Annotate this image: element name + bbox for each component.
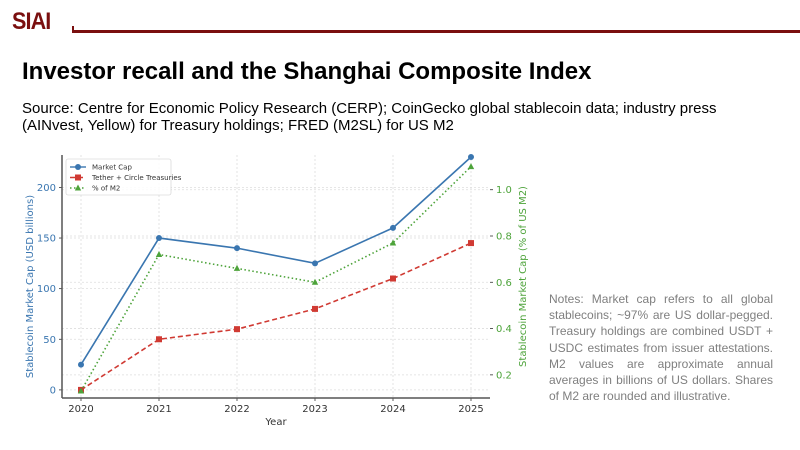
data-point xyxy=(312,305,318,312)
legend-label: Tether + Circle Treasuries xyxy=(91,174,182,182)
y2-tick-label: 0.2 xyxy=(496,370,512,381)
data-point xyxy=(467,163,475,170)
data-point xyxy=(78,361,84,368)
data-point xyxy=(156,235,162,242)
x-tick-label: 2023 xyxy=(302,404,327,415)
y2-tick-label: 0.4 xyxy=(496,324,512,335)
x-axis-label: Year xyxy=(264,417,287,428)
data-point xyxy=(389,239,397,246)
axes: 2020 2021 2022 2023 2024 2025 0 50 100 150 200 0.2 0… xyxy=(37,155,512,415)
x-tick-label: 2021 xyxy=(146,404,171,415)
series-market-cap xyxy=(78,154,474,368)
data-point xyxy=(77,387,85,394)
data-point xyxy=(312,260,318,267)
series-tether-circle-treasuries xyxy=(78,240,474,393)
data-point xyxy=(234,245,240,252)
data-point xyxy=(311,278,319,285)
notes-text: Notes: Market cap refers to all global s… xyxy=(549,292,773,404)
legend: Market Cap Tether + Circle Treasuries % of… xyxy=(65,158,182,196)
y-tick-label: 200 xyxy=(37,183,56,194)
header-rule xyxy=(72,30,800,33)
y-tick-label: 0 xyxy=(50,385,56,396)
slide-title: Investor recall and the Shanghai Composi… xyxy=(22,58,592,85)
y-tick-label: 100 xyxy=(37,284,56,295)
legend-marker xyxy=(75,164,81,170)
y-tick-label: 150 xyxy=(37,234,56,245)
x-tick-label: 2025 xyxy=(458,404,483,415)
header-rule-tick xyxy=(72,26,74,32)
x-tick-label: 2022 xyxy=(224,404,249,415)
x-tick-label: 2020 xyxy=(68,404,93,415)
gridlines xyxy=(62,155,490,398)
data-point xyxy=(233,264,241,271)
y2-axis-label: Stablecoin Market Cap (% of US M2) xyxy=(518,186,529,367)
legend-label: % of M2 xyxy=(92,185,120,193)
data-point xyxy=(156,336,162,343)
source-text: Source: Centre for Economic Policy Resea… xyxy=(22,100,717,134)
data-point xyxy=(390,275,396,282)
data-point xyxy=(468,240,474,247)
siai-logo: SIAI xyxy=(12,8,51,35)
legend-label: Market Cap xyxy=(92,164,132,172)
series-line xyxy=(80,156,472,366)
data-point xyxy=(468,154,474,161)
y2-tick-label: 1.0 xyxy=(496,185,512,196)
legend-box xyxy=(65,158,172,196)
series-line xyxy=(80,242,472,391)
series-layer xyxy=(77,154,475,394)
x-tick-label: 2024 xyxy=(380,404,405,415)
y-axis-label: Stablecoin Market Cap (USD billions) xyxy=(25,195,36,378)
data-point xyxy=(155,251,163,258)
y2-tick-label: 0.6 xyxy=(496,278,512,289)
y-tick-label: 50 xyxy=(43,335,56,346)
legend-marker xyxy=(74,184,82,191)
legend-marker xyxy=(75,174,81,181)
data-point xyxy=(234,326,240,333)
series-line xyxy=(80,165,472,392)
data-point xyxy=(390,224,396,231)
series--of-m2 xyxy=(77,163,475,394)
y2-tick-label: 0.8 xyxy=(496,232,512,243)
